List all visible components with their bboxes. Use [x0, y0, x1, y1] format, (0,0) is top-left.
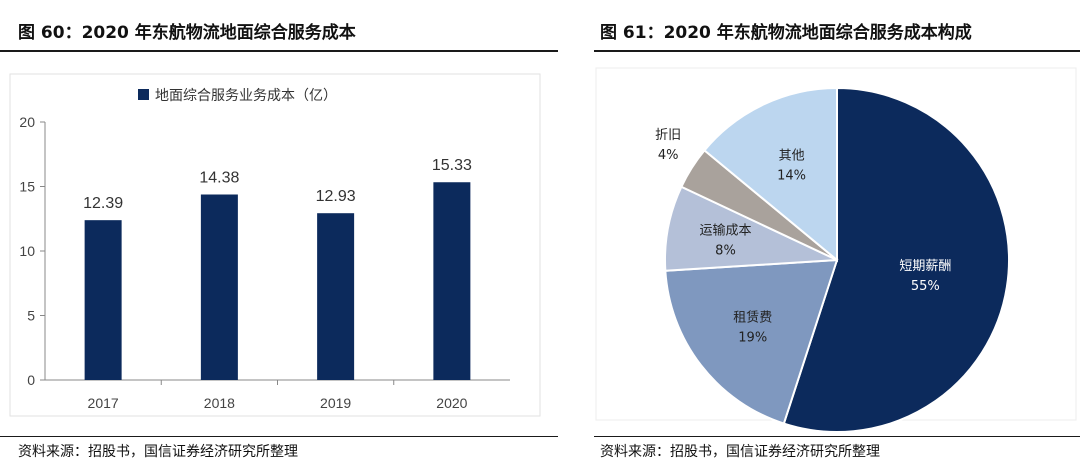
bar-chart-title: 图 60：2020 年东航物流地面综合服务成本: [0, 14, 558, 52]
pie-slice: [664, 258, 839, 425]
pie-chart-panel: 图 61：2020 年东航物流地面综合服务成本构成 短期薪酬 55% 租赁费 19% 运…: [594, 0, 1080, 470]
bar: [433, 182, 471, 380]
pie-slice-percent: 8%: [715, 244, 736, 259]
y-tick-label: 0: [27, 372, 35, 388]
pie-slice-percent: 4%: [658, 148, 679, 163]
pie-slice-percent: 55%: [911, 279, 940, 294]
y-tick-label: 5: [27, 308, 35, 324]
legend-label: 地面综合服务业务成本（亿）: [155, 88, 337, 104]
pie-chart-title: 图 61：2020 年东航物流地面综合服务成本构成: [594, 14, 1080, 52]
y-axis: 0 5 10 15 20: [19, 114, 46, 388]
bar: [84, 220, 122, 380]
pie-slice-label: 运输成本: [699, 223, 751, 239]
pie-slice-percent: 19%: [738, 330, 767, 345]
bar: [200, 194, 238, 380]
bar-value-label: 15.33: [432, 157, 472, 174]
bar: [317, 213, 355, 380]
x-tick-label: 2018: [204, 395, 235, 411]
pie-chart-source: 资料来源：招股书，国信证券经济研究所整理: [594, 436, 1080, 470]
pie-slice: [782, 86, 1010, 432]
x-tick-label: 2020: [436, 395, 467, 411]
bar-value-label: 14.38: [199, 169, 239, 186]
pie-slice-label: 租赁费: [733, 310, 772, 325]
legend-swatch: [138, 89, 149, 100]
pie-slice-label: 短期薪酬: [899, 259, 951, 274]
pie-slice-label: 其他: [779, 149, 805, 164]
y-tick-label: 20: [19, 114, 35, 130]
bar-chart-source: 资料来源：招股书，国信证券经济研究所整理: [0, 436, 558, 470]
y-tick-label: 10: [19, 243, 35, 259]
pie-labels: 短期薪酬 55% 租赁费 19% 运输成本 8% 折旧 4% 其他 14%: [655, 128, 951, 346]
x-tick-label: 2019: [320, 395, 351, 411]
bar-series: 12.39 14.38 12.93 15.33: [83, 157, 472, 380]
pie-slice: [703, 86, 838, 263]
pie-slice-percent: 14%: [777, 169, 806, 184]
pie-slice-label: 折旧: [655, 128, 681, 143]
pie-chart: 短期薪酬 55% 租赁费 19% 运输成本 8% 折旧 4% 其他 14%: [595, 67, 1077, 432]
bar-value-label: 12.93: [316, 188, 356, 205]
x-tick-label: 2017: [88, 395, 119, 411]
pie-slices: [664, 86, 1010, 432]
y-tick-label: 15: [19, 179, 35, 195]
x-axis: 2017 2018 2019 2020: [45, 379, 510, 411]
bar-chart-panel: 图 60：2020 年东航物流地面综合服务成本 地面综合服务业务成本（亿） 0 5…: [0, 14, 558, 470]
bar-value-label: 12.39: [83, 195, 123, 212]
